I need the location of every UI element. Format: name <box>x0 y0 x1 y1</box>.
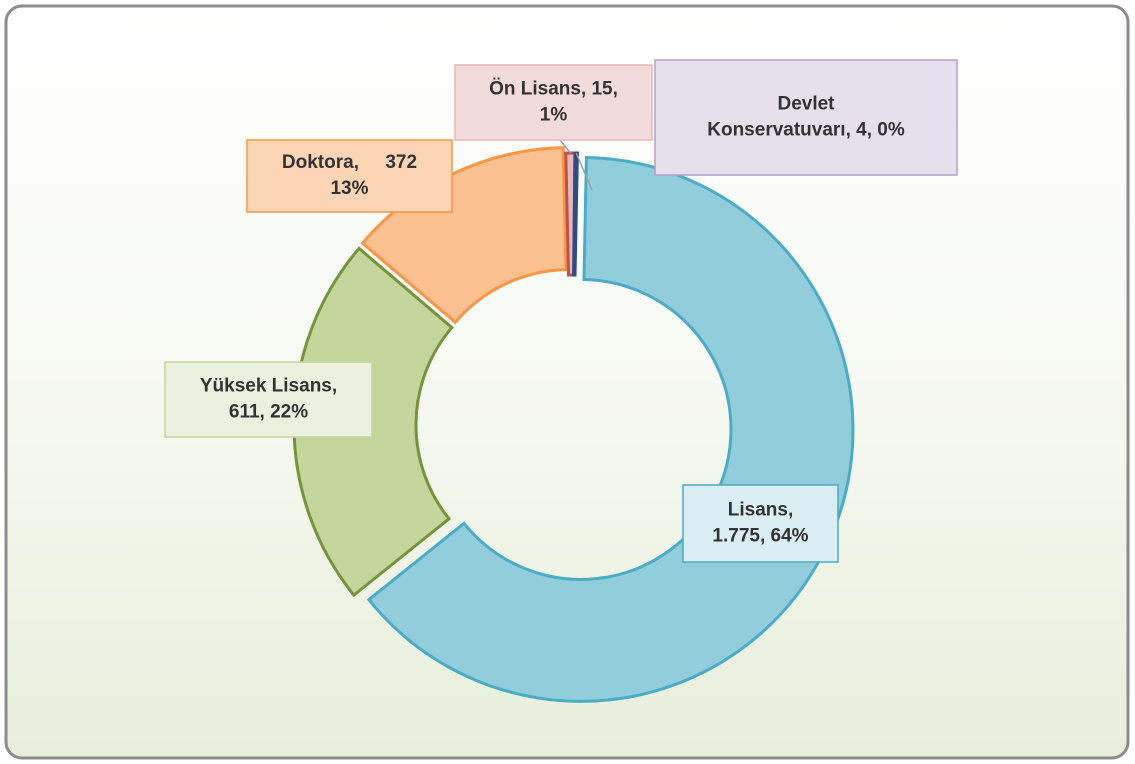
data-label: Konservatuvarı, 4, 0% <box>707 120 905 141</box>
label-box <box>454 64 653 141</box>
data-label: 1.775, 64% <box>712 526 808 547</box>
wedge: Yüksek Lisans <box>292 246 454 598</box>
data-labels: Lisans, 1.775, 64% Yüksek Lisans, 611, 22% D… <box>164 59 958 563</box>
data-label: Yüksek Lisans, <box>200 376 337 397</box>
wedge: Lisans <box>366 155 855 703</box>
label-box <box>682 484 839 563</box>
data-label: Doktora, 372 <box>282 152 417 173</box>
data-label: Lisans, <box>728 500 793 521</box>
data-label: 1% <box>540 105 568 126</box>
leader-line <box>575 152 593 191</box>
data-label: 13% <box>330 178 368 199</box>
data-label: Devlet <box>777 94 835 115</box>
label-box <box>654 59 958 176</box>
data-label: Ön Lisans, 15, <box>489 79 618 100</box>
wedge: Devlet Konservatuvarı <box>572 151 579 277</box>
donut: LisansYüksek LisansDoktoraÖn LisansDevle… <box>292 146 855 703</box>
leader-line <box>559 139 571 154</box>
label-box <box>246 139 453 213</box>
label-box <box>164 361 373 438</box>
data-label: 611, 22% <box>229 402 308 423</box>
